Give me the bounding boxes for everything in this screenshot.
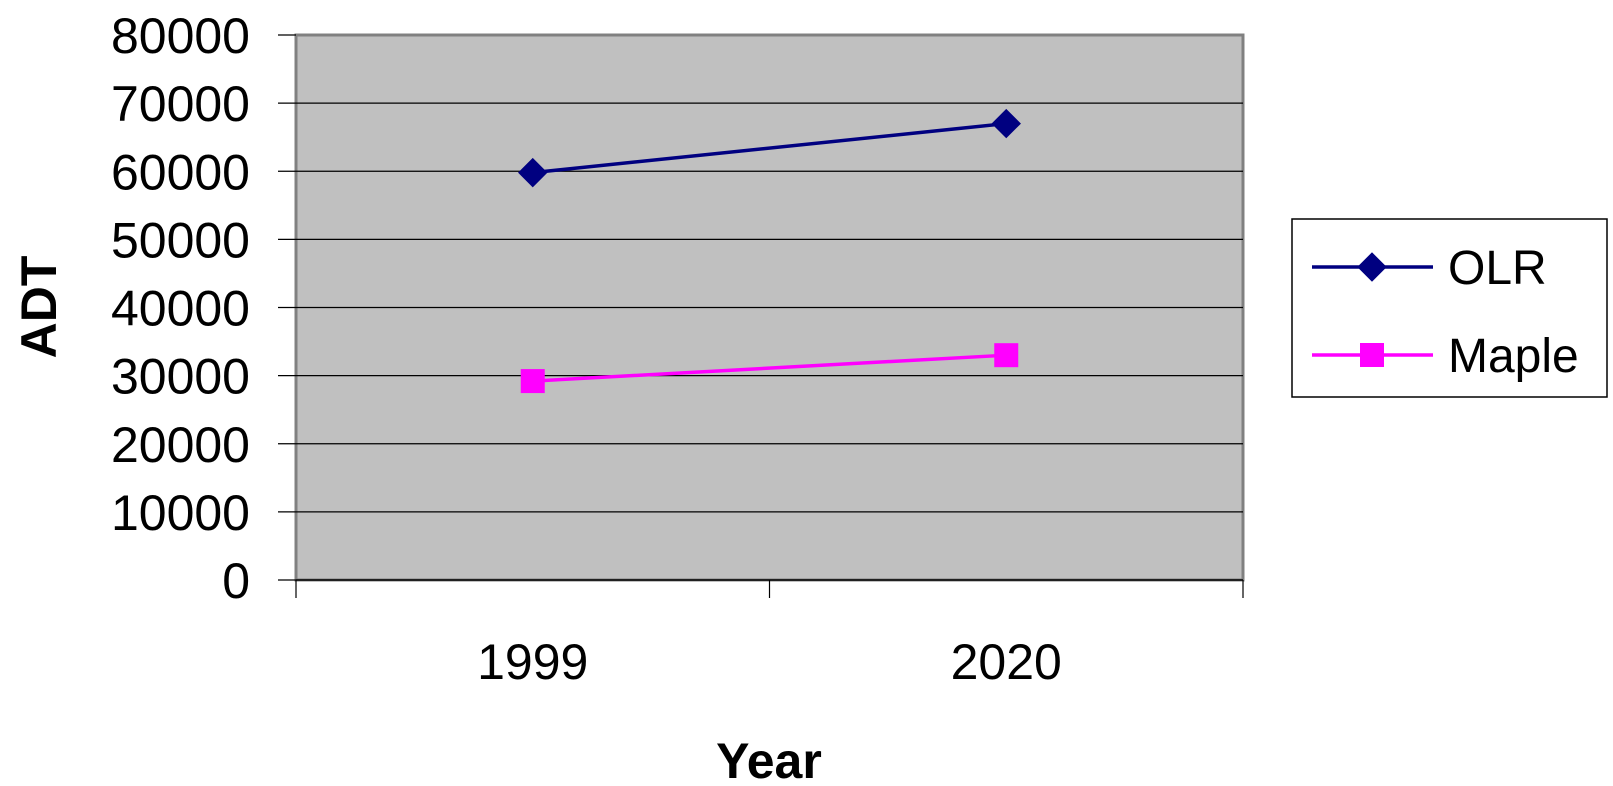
y-tick-label: 70000 [111,76,250,132]
legend-marker-maple [1360,343,1384,367]
x-tick-label: 1999 [477,634,588,690]
y-axis: 0 10000 20000 30000 40000 50000 60000 70000 8000… [111,8,296,609]
x-axis-title: Year [716,733,822,786]
series-olr [518,108,1021,188]
y-tick-label: 60000 [111,144,250,200]
y-tick-label: 80000 [111,8,250,64]
legend-item-maple: Maple [1312,330,1579,383]
y-tick-label: 20000 [111,417,250,473]
data-point-olr [991,108,1021,139]
data-point-maple [520,369,545,394]
y-tick-label: 10000 [111,485,250,541]
legend-label-maple: Maple [1448,330,1579,383]
y-tick-label: 50000 [111,212,250,268]
legend-marker-olr [1357,252,1387,282]
series-group [518,108,1021,394]
y-tick-label: 40000 [111,281,250,337]
series-maple [520,343,1019,394]
data-point-olr [518,157,548,188]
gridlines [296,102,1243,513]
x-axis: 1999 2020 [295,579,1244,690]
data-point-maple [994,343,1019,368]
y-axis-title: ADT [11,256,67,359]
legend-label-olr: OLR [1448,242,1547,295]
y-tick-label: 30000 [111,349,250,405]
series-line-maple [532,353,1007,383]
legend-box [1291,218,1608,398]
legend-item-olr: OLR [1312,242,1547,295]
legend: OLR Maple [1291,218,1608,398]
x-tick-label: 2020 [951,634,1062,690]
y-tick-label: 0 [222,553,250,609]
series-line-olr [532,121,1007,175]
